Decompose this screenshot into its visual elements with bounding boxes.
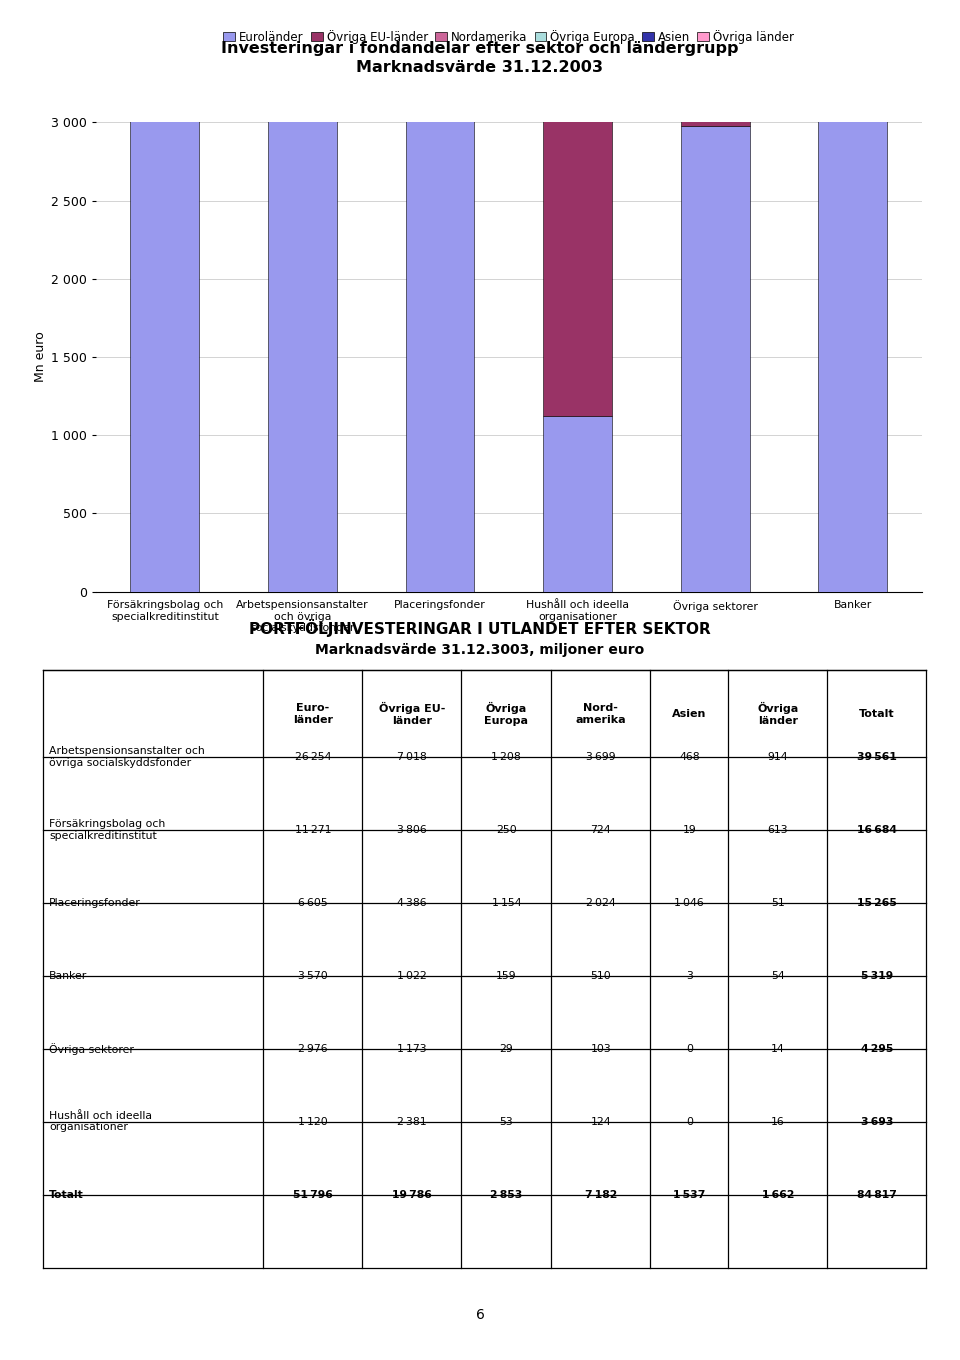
Bar: [131, 0, 199, 592]
Bar: [543, 35, 612, 44]
Text: 3 693: 3 693: [860, 1117, 893, 1126]
Bar: [543, 14, 612, 16]
Bar: [268, 0, 337, 592]
Text: 7 182: 7 182: [585, 1190, 617, 1200]
Text: 11 271: 11 271: [295, 826, 331, 835]
Text: 1 662: 1 662: [761, 1190, 794, 1200]
Text: 2 853: 2 853: [491, 1190, 522, 1200]
Legend: Euroländer, Övriga EU-länder, Nordamerika, Övriga Europa, Asien, Övriga länder: Euroländer, Övriga EU-länder, Nordamerik…: [219, 24, 799, 49]
Text: 2 381: 2 381: [397, 1117, 426, 1126]
Text: Arbetspensionsanstalter och
övriga socialskyddsfonder: Arbetspensionsanstalter och övriga socia…: [49, 747, 204, 768]
Text: Hushåll och ideella
organisationer: Hushåll och ideella organisationer: [49, 1111, 152, 1133]
Text: 1 120: 1 120: [298, 1117, 327, 1126]
Text: 1 208: 1 208: [492, 752, 521, 762]
Text: 84 817: 84 817: [857, 1190, 897, 1200]
Text: 26 254: 26 254: [295, 752, 331, 762]
Text: 510: 510: [590, 971, 612, 981]
Text: Placeringsfonder: Placeringsfonder: [49, 898, 141, 908]
Text: Euro-
länder: Euro- länder: [293, 703, 333, 725]
Text: 1 046: 1 046: [675, 898, 705, 908]
Bar: [818, 0, 887, 33]
Text: 19: 19: [683, 826, 696, 835]
Text: 15 265: 15 265: [857, 898, 897, 908]
Bar: [543, 416, 612, 592]
Bar: [681, 0, 750, 126]
Text: 613: 613: [767, 826, 788, 835]
Text: 3: 3: [685, 971, 693, 981]
Text: 39 561: 39 561: [857, 752, 897, 762]
Text: Övriga sektorer: Övriga sektorer: [49, 1043, 133, 1055]
Text: 19 786: 19 786: [392, 1190, 432, 1200]
Text: Övriga
länder: Övriga länder: [757, 702, 799, 726]
Bar: [543, 16, 612, 35]
Text: Nord-
amerika: Nord- amerika: [575, 703, 626, 725]
Text: Banker: Banker: [49, 971, 87, 981]
Text: 1 022: 1 022: [397, 971, 427, 981]
Text: 53: 53: [499, 1117, 514, 1126]
Text: Marknadsvärde 31.12.3003, miljoner euro: Marknadsvärde 31.12.3003, miljoner euro: [316, 643, 644, 657]
Text: 468: 468: [679, 752, 700, 762]
Text: Totalt: Totalt: [859, 709, 895, 719]
Text: 1 154: 1 154: [492, 898, 521, 908]
Text: 51: 51: [771, 898, 784, 908]
Bar: [405, 0, 474, 592]
Text: 2 024: 2 024: [586, 898, 615, 908]
Text: 3 570: 3 570: [298, 971, 327, 981]
Bar: [818, 33, 887, 592]
Text: 6 605: 6 605: [298, 898, 327, 908]
Text: Totalt: Totalt: [49, 1190, 84, 1200]
Text: 54: 54: [771, 971, 784, 981]
Text: 159: 159: [496, 971, 516, 981]
Text: Övriga
Europa: Övriga Europa: [485, 702, 528, 726]
Text: 0: 0: [685, 1043, 693, 1054]
Text: 16 684: 16 684: [857, 826, 897, 835]
Text: 724: 724: [590, 826, 612, 835]
Y-axis label: Mn euro: Mn euro: [34, 332, 47, 382]
Text: 5 319: 5 319: [861, 971, 893, 981]
Text: 4 295: 4 295: [861, 1043, 893, 1054]
Text: PORTFÖLJINVESTERINGAR I UTLANDET EFTER SEKTOR: PORTFÖLJINVESTERINGAR I UTLANDET EFTER S…: [250, 619, 710, 638]
Text: 6: 6: [475, 1308, 485, 1322]
Text: Försäkringsbolag och
specialkreditinstitut: Försäkringsbolag och specialkreditinstit…: [49, 819, 165, 840]
Text: 1 537: 1 537: [673, 1190, 706, 1200]
Text: 3 806: 3 806: [397, 826, 427, 835]
Text: 7 018: 7 018: [397, 752, 427, 762]
Text: 3 699: 3 699: [586, 752, 615, 762]
Text: 1 173: 1 173: [397, 1043, 426, 1054]
Text: Marknadsvärde 31.12.2003: Marknadsvärde 31.12.2003: [356, 60, 604, 76]
Text: 914: 914: [767, 752, 788, 762]
Text: 124: 124: [590, 1117, 612, 1126]
Text: 250: 250: [496, 826, 516, 835]
Text: 103: 103: [590, 1043, 612, 1054]
Text: 0: 0: [685, 1117, 693, 1126]
Bar: [543, 44, 612, 416]
Text: 2 976: 2 976: [298, 1043, 327, 1054]
Text: Investeringar i fondandelar efter sektor och ländergrupp: Investeringar i fondandelar efter sektor…: [221, 41, 739, 57]
Text: 29: 29: [499, 1043, 514, 1054]
Text: 4 386: 4 386: [397, 898, 426, 908]
Text: 51 796: 51 796: [293, 1190, 333, 1200]
Text: Övriga EU-
länder: Övriga EU- länder: [378, 702, 445, 726]
Text: Asien: Asien: [672, 709, 707, 719]
Text: 14: 14: [771, 1043, 784, 1054]
Bar: [681, 126, 750, 592]
Text: 16: 16: [771, 1117, 784, 1126]
